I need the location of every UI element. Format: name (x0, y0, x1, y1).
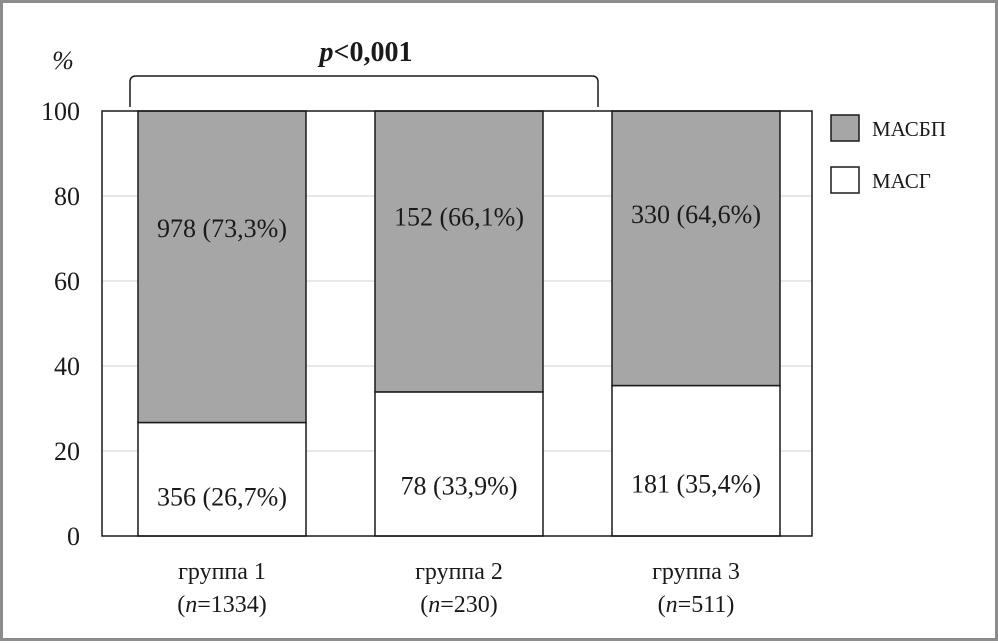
bar-value-label: 356 (26,7%) (157, 482, 287, 511)
plot-border (101, 110, 813, 537)
y-unit-label: % (52, 46, 74, 75)
y-tick-label: 100 (41, 97, 80, 126)
y-tick-label: 0 (67, 522, 80, 551)
x-category-label: группа 3 (652, 559, 740, 585)
labels: 356 (26,7%) 978 (73,3%) 78 (33,9%) 152 (66,… (157, 200, 761, 511)
x-category-n-label: (n=511) (658, 592, 735, 618)
y-tick-label: 20 (54, 437, 80, 466)
y-tick-label: 40 (54, 352, 80, 381)
legend: МАСБП МАСГ (830, 114, 946, 194)
legend-swatch (830, 166, 860, 194)
bar-value-label: 181 (35,4%) (631, 469, 761, 498)
axes: 0 20 40 60 80 100% группа 1 (n=1334) группа 2 (n=… (41, 37, 813, 618)
bars (137, 110, 781, 537)
x-category-n-label: (n=1334) (177, 592, 267, 618)
x-category-label: группа 1 (178, 559, 266, 585)
x-category-n-label: (n=230) (420, 592, 498, 618)
legend-swatch (830, 114, 860, 142)
bar-segment-masg (374, 391, 544, 537)
significance-bracket (129, 75, 599, 107)
bar-value-label: 978 (73,3%) (157, 214, 287, 243)
bar-segment-masg (611, 384, 781, 537)
bar-segment-masbp (374, 110, 544, 393)
legend-label: МАСБП (872, 117, 946, 141)
bar-value-label: 152 (66,1%) (394, 202, 524, 231)
stacked-bar-chart: 0 20 40 60 80 100% группа 1 (n=1334) группа 2 (n=… (41, 37, 946, 618)
bar-segment-masbp (137, 110, 307, 424)
bar-value-label: 330 (64,6%) (631, 200, 761, 229)
y-tick-label: 80 (54, 182, 80, 211)
x-category-label: группа 2 (415, 559, 503, 585)
y-tick-label: 60 (54, 267, 80, 296)
bar-segment-masg (137, 421, 307, 537)
legend-label: МАСГ (872, 169, 931, 193)
bar-value-label: 78 (33,9%) (401, 472, 518, 501)
bar-segment-masbp (611, 110, 781, 387)
significance-label: p<0,001 (318, 37, 413, 68)
